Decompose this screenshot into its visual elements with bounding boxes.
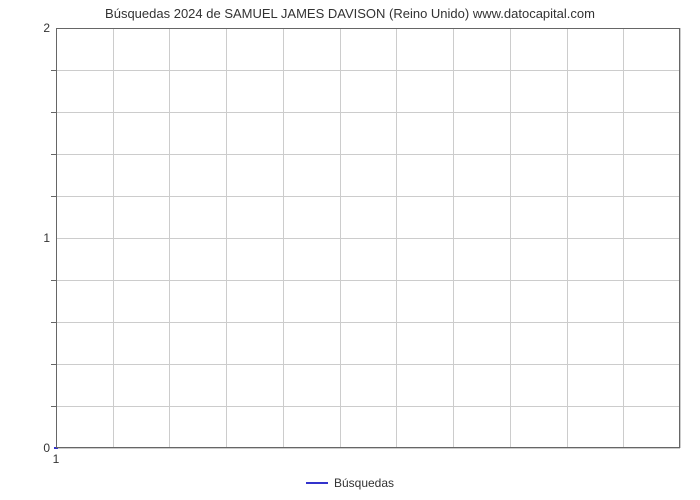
legend-label: Búsquedas [334, 476, 394, 490]
grid-line-horizontal [56, 406, 680, 407]
legend-swatch [306, 482, 328, 484]
grid-line-horizontal [56, 448, 680, 449]
grid-line-horizontal [56, 280, 680, 281]
grid-line-horizontal [56, 238, 680, 239]
grid-line-vertical [453, 28, 454, 448]
y-minor-tick [51, 112, 56, 113]
grid-line-horizontal [56, 112, 680, 113]
series-point [54, 447, 58, 449]
grid-line-vertical [56, 28, 57, 448]
grid-line-vertical [680, 28, 681, 448]
y-tick-label: 1 [43, 231, 56, 245]
grid-line-horizontal [56, 322, 680, 323]
y-minor-tick [51, 70, 56, 71]
plot-area: 0121 [56, 28, 680, 448]
y-tick-label: 2 [43, 21, 56, 35]
y-minor-tick [51, 322, 56, 323]
y-minor-tick [51, 280, 56, 281]
grid-line-vertical [169, 28, 170, 448]
grid-line-vertical [396, 28, 397, 448]
y-minor-tick [51, 364, 56, 365]
grid-line-horizontal [56, 28, 680, 29]
grid-line-vertical [283, 28, 284, 448]
grid-line-vertical [113, 28, 114, 448]
chart-title: Búsquedas 2024 de SAMUEL JAMES DAVISON (… [0, 6, 700, 21]
grid-line-vertical [340, 28, 341, 448]
chart-container: Búsquedas 2024 de SAMUEL JAMES DAVISON (… [0, 0, 700, 500]
grid-line-vertical [226, 28, 227, 448]
grid-line-horizontal [56, 154, 680, 155]
y-minor-tick [51, 196, 56, 197]
legend: Búsquedas [0, 475, 700, 490]
grid-line-horizontal [56, 364, 680, 365]
y-minor-tick [51, 154, 56, 155]
grid-line-horizontal [56, 70, 680, 71]
y-minor-tick [51, 406, 56, 407]
grid-line-vertical [567, 28, 568, 448]
grid-line-vertical [510, 28, 511, 448]
grid-line-horizontal [56, 196, 680, 197]
x-tick-label: 1 [53, 448, 60, 466]
grid-line-vertical [623, 28, 624, 448]
